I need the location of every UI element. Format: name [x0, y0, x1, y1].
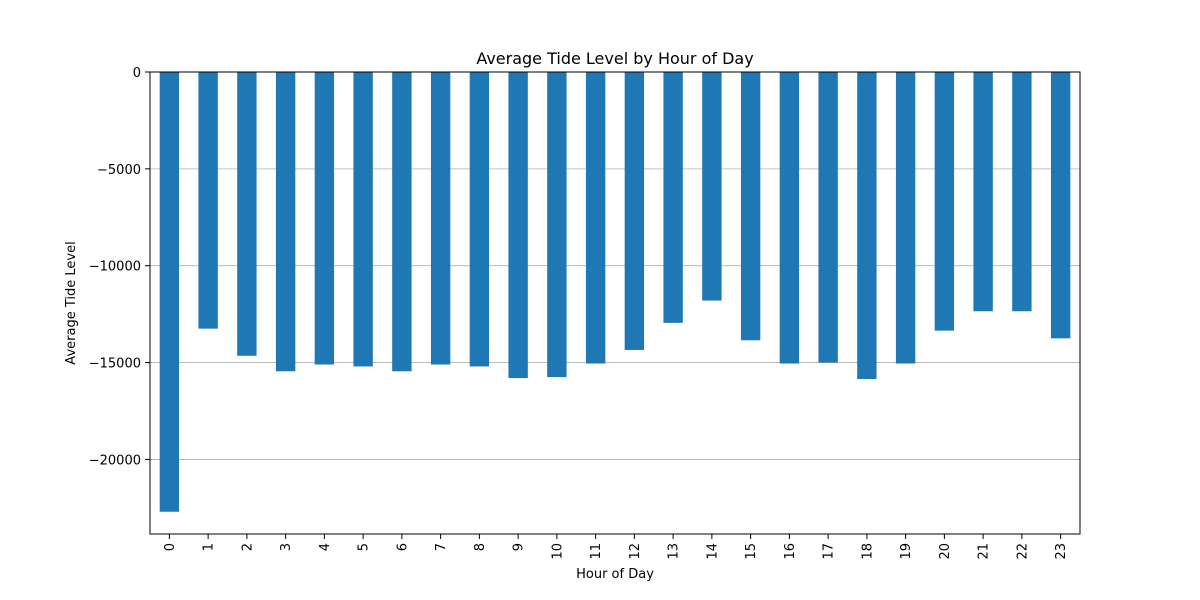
bar-hour-14	[702, 72, 722, 301]
bar-hour-15	[740, 72, 761, 341]
x-tick-label: 10	[550, 543, 565, 560]
bar-hour-4	[314, 72, 335, 365]
x-axis-label: Hour of Day	[576, 567, 654, 582]
bar-hour-5	[353, 72, 373, 367]
bar-hour-9	[508, 72, 528, 379]
bar-hour-3	[275, 72, 296, 372]
x-tick-label: 20	[938, 543, 953, 560]
bar-hour-1	[198, 72, 218, 329]
x-tick-label: 6	[395, 543, 410, 551]
plot-frame	[149, 71, 1081, 535]
x-tick-label: 8	[473, 543, 488, 551]
x-tick-label: 4	[318, 543, 333, 551]
bar-hour-22	[1012, 72, 1032, 312]
x-tick-label: 1	[202, 543, 217, 551]
y-tick-label: 0	[133, 66, 141, 81]
y-tick-label: −15000	[89, 357, 141, 372]
y-axis-ticks: 0 −5000 −10000 −15000 −20000	[89, 66, 150, 468]
x-axis-ticks: 0 1 2 3 4 5 6 7 8 9 10 11 12 13 14 15 16 17 18 19 20 21 22 23	[163, 534, 1069, 560]
x-tick-label: 15	[744, 543, 759, 560]
x-tick-label: 11	[589, 543, 604, 560]
bar-hour-18	[857, 72, 877, 380]
bar-hour-12	[624, 72, 645, 350]
x-tick-label: 0	[163, 543, 178, 551]
x-tick-label: 5	[357, 543, 372, 551]
x-tick-label: 3	[279, 543, 294, 551]
bar-hour-20	[934, 72, 955, 331]
x-tick-label: 19	[899, 543, 914, 560]
x-tick-label: 12	[628, 543, 643, 560]
bar-hour-23	[1050, 72, 1071, 339]
bar-hour-2	[237, 72, 257, 356]
x-tick-label: 7	[434, 543, 449, 551]
bar-hour-21	[973, 72, 993, 312]
bar-hour-0	[159, 72, 180, 512]
x-tick-label: 22	[1015, 543, 1030, 560]
y-tick-label: −10000	[89, 260, 141, 275]
bar-hour-7	[430, 72, 451, 365]
bars	[159, 72, 1071, 512]
x-tick-label: 18	[860, 543, 875, 560]
x-tick-label: 17	[822, 543, 837, 560]
bar-hour-17	[818, 72, 838, 363]
bar-hour-13	[663, 72, 683, 323]
bar-hour-16	[779, 72, 800, 364]
y-axis-label: Average Tide Level	[64, 241, 79, 364]
x-tick-label: 23	[1054, 543, 1069, 560]
x-tick-label: 2	[240, 543, 255, 551]
x-tick-label: 16	[783, 543, 798, 560]
bar-hour-11	[585, 72, 606, 364]
bar-hour-6	[392, 72, 412, 372]
y-tick-label: −20000	[89, 453, 141, 468]
x-tick-label: 9	[512, 543, 527, 551]
bar-hour-19	[895, 72, 916, 364]
bar-hour-8	[469, 72, 490, 367]
x-tick-label: 21	[977, 543, 992, 560]
x-tick-label: 14	[705, 543, 720, 560]
bar-hour-10	[547, 72, 567, 378]
chart-title: Average Tide Level by Hour of Day	[476, 49, 753, 68]
x-tick-label: 13	[667, 543, 682, 560]
gridlines	[150, 168, 1080, 460]
y-tick-label: −5000	[97, 163, 141, 178]
